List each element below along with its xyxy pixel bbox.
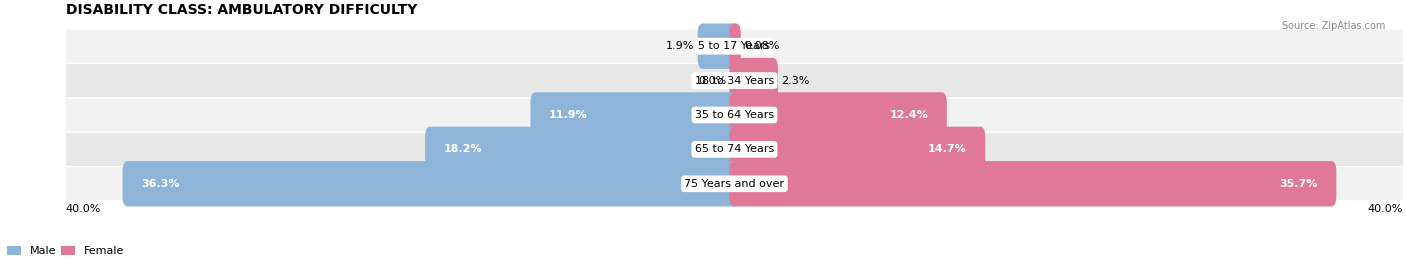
FancyBboxPatch shape (66, 98, 1403, 132)
Text: 40.0%: 40.0% (66, 203, 101, 214)
Text: DISABILITY CLASS: AMBULATORY DIFFICULTY: DISABILITY CLASS: AMBULATORY DIFFICULTY (66, 3, 418, 17)
Text: 35 to 64 Years: 35 to 64 Years (695, 110, 775, 120)
FancyBboxPatch shape (66, 64, 1403, 97)
FancyBboxPatch shape (730, 92, 946, 138)
Text: 14.7%: 14.7% (928, 144, 967, 154)
Text: 40.0%: 40.0% (1368, 203, 1403, 214)
Text: 18.2%: 18.2% (443, 144, 482, 154)
Text: 0.08%: 0.08% (744, 41, 779, 51)
Text: 11.9%: 11.9% (548, 110, 588, 120)
Text: 18 to 34 Years: 18 to 34 Years (695, 76, 775, 85)
Text: 75 Years and over: 75 Years and over (685, 179, 785, 189)
FancyBboxPatch shape (730, 161, 1336, 206)
Text: 36.3%: 36.3% (141, 179, 180, 189)
FancyBboxPatch shape (66, 133, 1403, 166)
Text: 0.0%: 0.0% (697, 76, 725, 85)
FancyBboxPatch shape (66, 167, 1403, 200)
Legend: Male, Female: Male, Female (3, 241, 128, 261)
Text: 1.9%: 1.9% (666, 41, 695, 51)
FancyBboxPatch shape (730, 127, 986, 172)
Text: 5 to 17 Years: 5 to 17 Years (699, 41, 770, 51)
FancyBboxPatch shape (730, 24, 741, 69)
FancyBboxPatch shape (66, 30, 1403, 63)
Text: 2.3%: 2.3% (782, 76, 810, 85)
FancyBboxPatch shape (425, 127, 740, 172)
FancyBboxPatch shape (530, 92, 740, 138)
FancyBboxPatch shape (730, 58, 778, 103)
Text: Source: ZipAtlas.com: Source: ZipAtlas.com (1281, 21, 1385, 31)
Text: 35.7%: 35.7% (1279, 179, 1317, 189)
Text: 12.4%: 12.4% (890, 110, 928, 120)
Text: 65 to 74 Years: 65 to 74 Years (695, 144, 775, 154)
FancyBboxPatch shape (122, 161, 740, 206)
FancyBboxPatch shape (697, 24, 740, 69)
